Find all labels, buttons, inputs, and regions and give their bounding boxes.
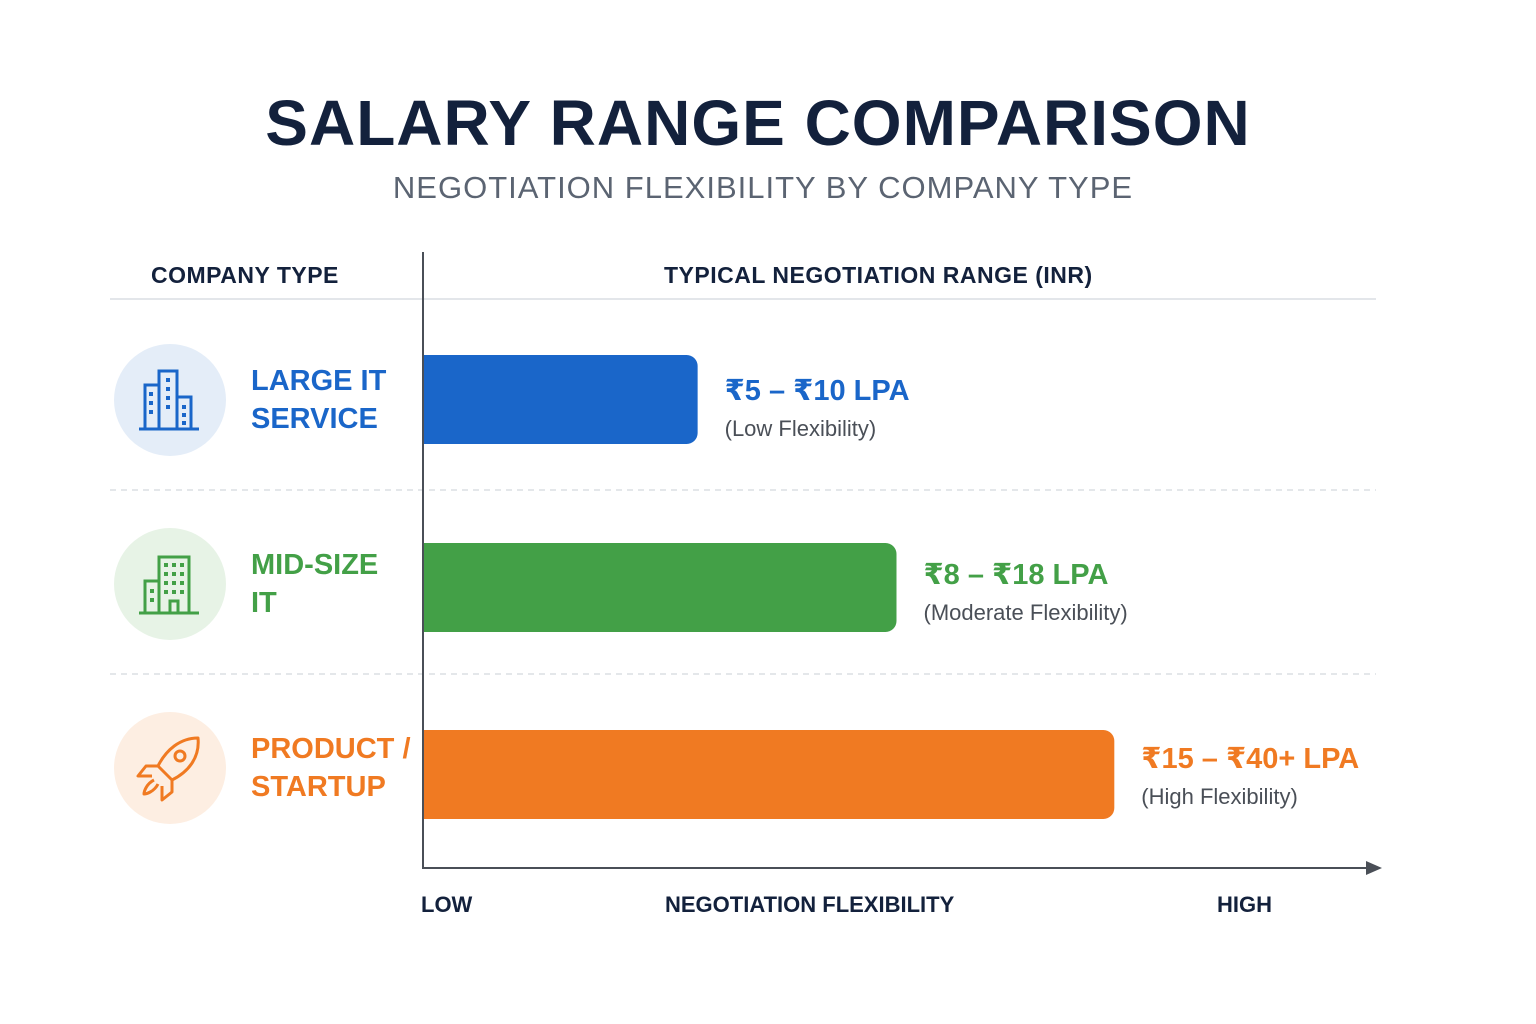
column-header-range: TYPICAL NEGOTIATION RANGE (INR)	[664, 262, 1093, 288]
category-label-line2: STARTUP	[251, 771, 386, 803]
bar-1-square-end	[423, 543, 437, 632]
bar-flexibility-label: (Moderate Flexibility)	[923, 600, 1128, 625]
category-icon-circle	[114, 528, 226, 640]
bar-2-square-end	[423, 730, 437, 819]
category-label-line1: MID-SIZE	[251, 549, 379, 581]
category-label-line1: LARGE IT	[251, 365, 387, 397]
x-axis-low-label: LOW	[421, 892, 473, 917]
category-label-line2: IT	[251, 587, 277, 619]
bar-1	[423, 543, 897, 632]
column-header-company-type: COMPANY TYPE	[151, 262, 339, 288]
bar-range-label: ₹15 – ₹40+ LPA	[1141, 743, 1360, 775]
chart-title: SALARY RANGE COMPARISON	[265, 87, 1251, 159]
office-building-icon	[135, 549, 205, 624]
bar-flexibility-label: (Low Flexibility)	[724, 416, 877, 441]
x-axis-arrow-icon	[1366, 861, 1382, 875]
chart-subtitle: NEGOTIATION FLEXIBILITY BY COMPANY TYPE	[392, 170, 1134, 205]
office-buildings-icon	[135, 365, 205, 440]
bar-flexibility-label: (High Flexibility)	[1141, 784, 1298, 809]
bar-0-square-end	[423, 355, 437, 444]
bar-0	[423, 355, 698, 444]
category-icon-circle	[114, 344, 226, 456]
category-label-line1: PRODUCT /	[251, 733, 411, 765]
category-label: PRODUCT / STARTUP	[251, 730, 411, 806]
bar-2	[423, 730, 1115, 819]
bar-range-label: ₹8 – ₹18 LPA	[923, 559, 1109, 591]
x-axis-high-label: HIGH	[1217, 892, 1272, 917]
rocket-icon	[132, 730, 208, 811]
category-label: LARGE IT SERVICE	[251, 362, 386, 438]
category-label-line2: SERVICE	[251, 403, 378, 435]
x-axis-title: NEGOTIATION FLEXIBILITY	[665, 892, 955, 917]
category-label: MID-SIZE IT	[251, 546, 378, 622]
category-icon-circle	[114, 712, 226, 824]
bar-range-label: ₹5 – ₹10 LPA	[724, 375, 910, 407]
